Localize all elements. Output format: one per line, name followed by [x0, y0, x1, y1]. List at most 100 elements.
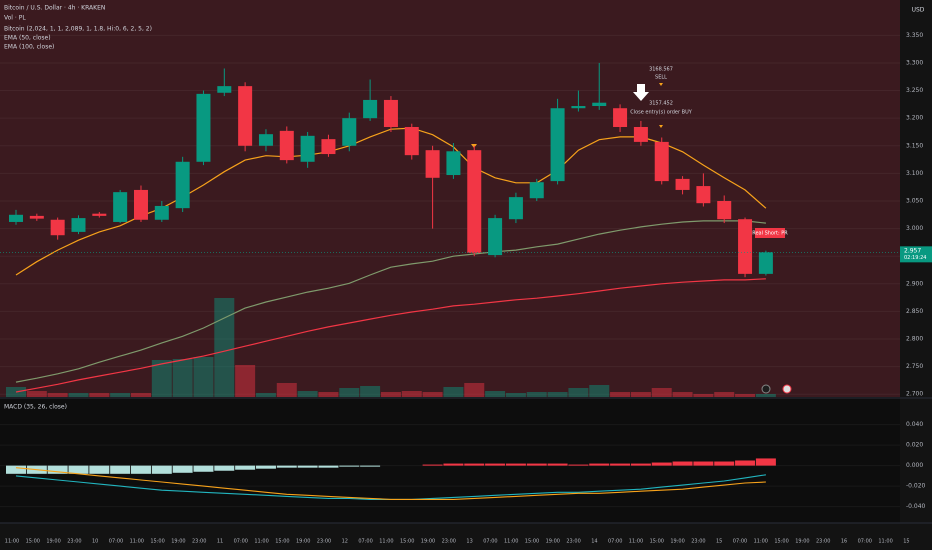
legend-title: Bitcoin / U.S. Dollar · 4h · KRAKEN — [4, 5, 105, 12]
x-tick-label: 07:00 — [608, 539, 622, 545]
histogram-bar — [193, 465, 214, 472]
x-tick-label: 15:00 — [525, 539, 539, 545]
volume-bar — [422, 392, 443, 397]
candle-body — [675, 178, 690, 190]
event-icon — [761, 384, 771, 394]
y-tick-label: -0.020 — [906, 483, 926, 490]
candle-body — [592, 102, 607, 107]
candle-body — [50, 219, 65, 236]
volume-bar — [693, 394, 714, 397]
annotation: SELL — [655, 75, 667, 81]
volume-bar — [735, 394, 756, 397]
x-tick-label: 07:00 — [234, 539, 248, 545]
volume-bar — [297, 391, 318, 397]
x-tick-label: 07:00 — [358, 539, 372, 545]
candle-body — [529, 182, 544, 199]
volume-bar — [214, 298, 235, 397]
legend-volume: Vol · PL — [4, 15, 26, 22]
histogram-bar — [89, 465, 110, 474]
macd-title: MACD (35, 26, close) — [4, 404, 67, 411]
y-tick-label: 3.350 — [906, 32, 923, 39]
volume-bar — [672, 392, 693, 397]
x-tick-label: 11:00 — [130, 539, 144, 545]
histogram-bar — [526, 463, 547, 466]
candle-body — [613, 108, 628, 127]
macd-line — [15, 467, 766, 500]
x-tick-label: 23:00 — [192, 539, 206, 545]
main-pane — [0, 0, 900, 397]
y-tick-label: 3.200 — [906, 115, 923, 122]
volume-bar — [610, 392, 631, 397]
candle-body — [508, 197, 523, 220]
volume-bar — [755, 394, 776, 397]
histogram-bar — [276, 465, 297, 468]
annotation-box — [755, 228, 785, 238]
annotation: Close entry(s) order BUY — [630, 110, 693, 116]
y-tick-label: 2.800 — [906, 336, 923, 343]
histogram-bar — [235, 465, 256, 470]
x-tick-label: 11:00 — [878, 539, 892, 545]
volume-bar — [568, 388, 589, 397]
candle-body — [258, 134, 273, 146]
volume-bar — [589, 385, 610, 397]
y-tick-label: 3.150 — [906, 142, 923, 149]
y-tick-label: 3.300 — [906, 59, 923, 66]
volume-bar — [714, 392, 735, 397]
legend-entry: EMA (100, close) — [4, 44, 54, 51]
y-tick-label: 0.040 — [906, 421, 923, 428]
histogram-bar — [68, 465, 89, 474]
x-tick-label: 19:00 — [670, 539, 684, 545]
histogram-bar — [297, 465, 318, 468]
y-tick-label: 2.850 — [906, 308, 923, 315]
volume-bar — [401, 391, 422, 397]
candle-body — [321, 139, 336, 155]
histogram-bar — [130, 465, 151, 474]
x-tick-label: 11:00 — [629, 539, 643, 545]
volume-bar — [26, 391, 47, 397]
candle-body — [9, 214, 23, 222]
histogram-bar — [172, 465, 193, 473]
volume-bar — [151, 360, 172, 397]
histogram-bar — [6, 465, 26, 474]
histogram-bar — [47, 465, 68, 474]
candle-body — [446, 151, 461, 176]
x-tick-label: 23:00 — [816, 539, 830, 545]
annotation: 3168.567 — [649, 67, 673, 73]
y-tick-label: 2.750 — [906, 363, 923, 370]
candle-body — [404, 126, 419, 156]
x-tick-label: 15:00 — [150, 539, 164, 545]
volume-bar — [505, 393, 526, 397]
y-tick-label: 3.100 — [906, 170, 923, 177]
x-tick-label: 13 — [466, 539, 472, 545]
volume-bar — [360, 386, 381, 397]
event-icon — [782, 384, 792, 394]
ema-line — [15, 220, 766, 383]
legend-subtitle: Bitcoin (2,024, 1, 1, 2,089, 1, 1.8, Hi:… — [4, 26, 152, 33]
countdown: 02:19:24 — [904, 255, 926, 261]
x-tick-label: 15 — [716, 539, 722, 545]
legend-entry: EMA (50, close) — [4, 35, 51, 42]
x-tick-label: 15:00 — [774, 539, 788, 545]
y-tick-label: 3.050 — [906, 197, 923, 204]
candle-body — [758, 252, 773, 274]
x-tick-label: 15:00 — [650, 539, 664, 545]
histogram-bar — [422, 464, 443, 466]
histogram-bar — [547, 463, 568, 466]
candle-body — [571, 106, 586, 109]
time-axis — [0, 523, 900, 550]
volume-bar — [193, 357, 214, 397]
candle-body — [92, 213, 107, 216]
x-tick-label: 11:00 — [379, 539, 393, 545]
volume-bar — [339, 388, 360, 397]
volume-bar — [110, 393, 131, 397]
candle-body — [133, 189, 148, 220]
price-label: 2.957 — [904, 247, 921, 254]
histogram-bar — [443, 463, 464, 466]
volume-bar — [443, 387, 464, 397]
ema-line — [15, 278, 766, 393]
histogram-bar — [735, 460, 756, 466]
x-tick-label: 23:00 — [67, 539, 81, 545]
volume-bar — [276, 383, 297, 397]
candle-body — [488, 218, 503, 256]
histogram-bar — [110, 465, 131, 474]
